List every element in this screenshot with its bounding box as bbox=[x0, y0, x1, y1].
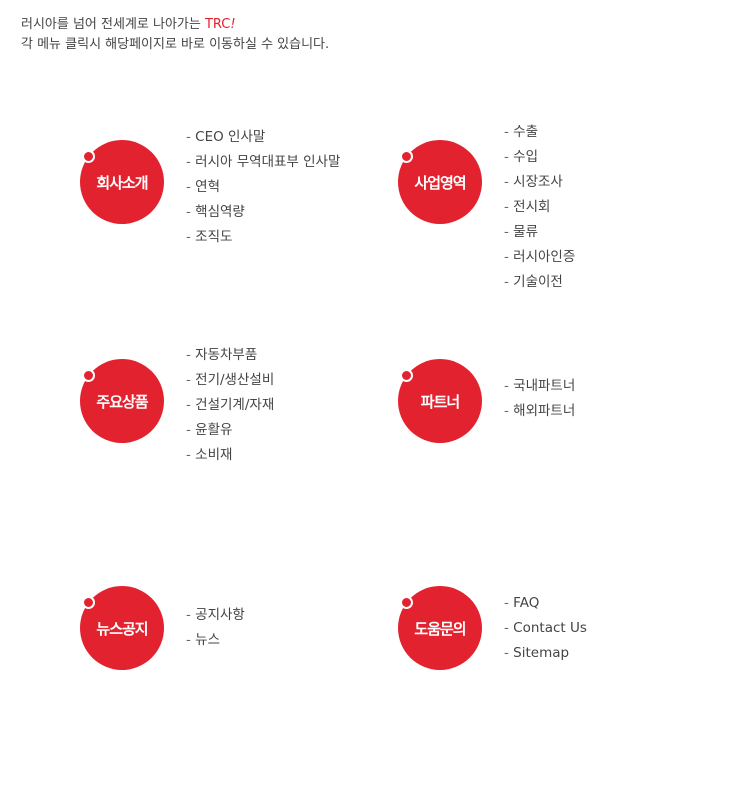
dot-icon bbox=[82, 596, 95, 609]
menu-link[interactable]: 윤활유 bbox=[186, 418, 274, 443]
intro-line-2: 각 메뉴 클릭시 해당페이지로 바로 이동하실 수 있습니다. bbox=[21, 37, 330, 52]
menu-link[interactable]: Sitemap bbox=[504, 641, 587, 666]
section-button-news[interactable]: 뉴스공지 bbox=[80, 586, 164, 670]
intro-text: 러시아를 넘어 전세계로 나아가는 TRC! 각 메뉴 클릭시 해당페이지로 바… bbox=[21, 15, 329, 55]
intro-line-1-prefix: 러시아를 넘어 전세계로 나아가는 bbox=[21, 17, 205, 32]
menu-link[interactable]: 핵심역량 bbox=[186, 200, 340, 225]
section-title: 파트너 bbox=[420, 392, 460, 411]
menu-link[interactable]: 전시회 bbox=[504, 195, 575, 220]
dot-icon bbox=[82, 369, 95, 382]
section-links-help: FAQ Contact Us Sitemap bbox=[504, 591, 587, 666]
menu-link[interactable]: 러시아인증 bbox=[504, 245, 575, 270]
menu-link[interactable]: 건설기계/자재 bbox=[186, 393, 274, 418]
section-links-products: 자동차부품 전기/생산설비 건설기계/자재 윤활유 소비재 bbox=[186, 343, 274, 468]
menu-link[interactable]: 해외파트너 bbox=[504, 399, 575, 424]
menu-link[interactable]: Contact Us bbox=[504, 616, 587, 641]
menu-link[interactable]: 러시아 무역대표부 인사말 bbox=[186, 150, 340, 175]
section-title: 사업영역 bbox=[414, 173, 466, 192]
menu-link[interactable]: 수입 bbox=[504, 145, 575, 170]
intro-line-1: 러시아를 넘어 전세계로 나아가는 TRC! bbox=[21, 15, 329, 35]
section-button-products[interactable]: 주요상품 bbox=[80, 359, 164, 443]
menu-link[interactable]: 조직도 bbox=[186, 225, 340, 250]
section-button-partners[interactable]: 파트너 bbox=[398, 359, 482, 443]
menu-link[interactable]: 기술이전 bbox=[504, 270, 575, 295]
menu-link[interactable]: 소비재 bbox=[186, 443, 274, 468]
menu-link[interactable]: 뉴스 bbox=[186, 628, 245, 653]
section-links-business: 수출 수입 시장조사 전시회 물류 러시아인증 기술이전 bbox=[504, 120, 575, 295]
menu-link[interactable]: 자동차부품 bbox=[186, 343, 274, 368]
menu-link[interactable]: 물류 bbox=[504, 220, 575, 245]
dot-icon bbox=[400, 596, 413, 609]
brand-exclamation: ! bbox=[230, 17, 236, 32]
section-title: 뉴스공지 bbox=[96, 619, 148, 638]
menu-link[interactable]: 연혁 bbox=[186, 175, 340, 200]
section-links-news: 공지사항 뉴스 bbox=[186, 603, 245, 653]
menu-link[interactable]: 시장조사 bbox=[504, 170, 575, 195]
dot-icon bbox=[400, 150, 413, 163]
menu-link[interactable]: FAQ bbox=[504, 591, 587, 616]
section-button-help[interactable]: 도움문의 bbox=[398, 586, 482, 670]
section-links-company: CEO 인사말 러시아 무역대표부 인사말 연혁 핵심역량 조직도 bbox=[186, 125, 340, 250]
section-button-company[interactable]: 회사소개 bbox=[80, 140, 164, 224]
section-links-partners: 국내파트너 해외파트너 bbox=[504, 374, 575, 424]
menu-link[interactable]: CEO 인사말 bbox=[186, 125, 340, 150]
section-title: 도움문의 bbox=[414, 619, 466, 638]
menu-link[interactable]: 수출 bbox=[504, 120, 575, 145]
menu-link[interactable]: 공지사항 bbox=[186, 603, 245, 628]
brand-name: TRC bbox=[204, 17, 231, 32]
menu-link[interactable]: 전기/생산설비 bbox=[186, 368, 274, 393]
dot-icon bbox=[82, 150, 95, 163]
dot-icon bbox=[400, 369, 413, 382]
section-title: 주요상품 bbox=[96, 392, 148, 411]
menu-link[interactable]: 국내파트너 bbox=[504, 374, 575, 399]
section-button-business[interactable]: 사업영역 bbox=[398, 140, 482, 224]
section-title: 회사소개 bbox=[96, 173, 148, 192]
